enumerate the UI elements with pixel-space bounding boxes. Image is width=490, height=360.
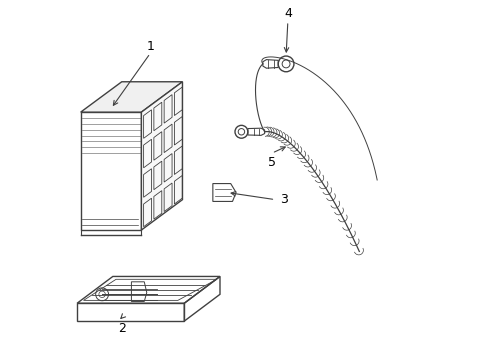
Text: 5: 5	[268, 156, 276, 168]
Polygon shape	[142, 82, 182, 230]
Text: 4: 4	[284, 8, 292, 21]
Text: 1: 1	[147, 40, 154, 53]
Text: 2: 2	[118, 322, 126, 335]
Polygon shape	[81, 82, 182, 112]
Text: 3: 3	[280, 193, 288, 206]
